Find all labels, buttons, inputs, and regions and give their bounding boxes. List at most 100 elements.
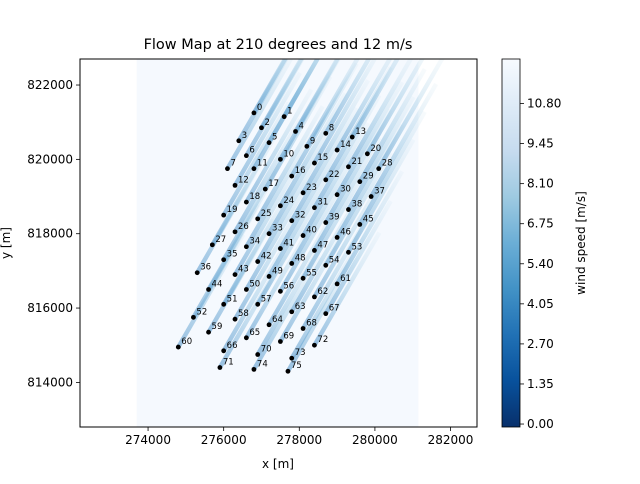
turbine-label: 30	[340, 185, 351, 195]
turbine-marker	[323, 130, 329, 136]
colorbar-tick-label: 5.40	[527, 257, 554, 271]
y-tick-label: 816000	[27, 301, 73, 315]
turbine-wake	[267, 120, 336, 235]
turbine-wake	[233, 71, 302, 187]
turbine-marker	[255, 352, 261, 357]
turbine-marker	[323, 177, 329, 183]
turbine-label: 23	[306, 183, 317, 193]
turbine-label: 39	[329, 213, 340, 223]
turbine-label: 51	[227, 294, 238, 304]
turbine-marker	[194, 270, 200, 276]
turbine-wake	[278, 227, 348, 343]
turbine-label: 8	[329, 123, 334, 133]
turbine-label: 63	[295, 302, 306, 312]
turbine-marker	[221, 301, 227, 307]
turbine-marker	[251, 166, 257, 172]
turbine-label: 4	[299, 121, 304, 131]
turbine-marker	[334, 192, 340, 198]
turbine-marker	[217, 365, 223, 370]
turbine-marker	[300, 275, 306, 281]
turbine-wake	[289, 107, 359, 222]
turbine-marker	[357, 222, 363, 227]
x-axis-label: x [m]	[262, 457, 294, 471]
turbine-marker	[266, 322, 272, 328]
colorbar-ticks: 0.00 1.35 2.70 4.05 5.40 6.75 8.10 9.45 10.80	[520, 97, 561, 431]
turbine-marker	[346, 207, 351, 212]
turbine-wake	[335, 80, 405, 196]
turbine-label: 61	[340, 274, 351, 284]
turbine-wake	[252, 255, 321, 371]
turbine-label: 60	[181, 337, 192, 347]
turbine-label: 6	[249, 146, 254, 156]
turbine-label: 75	[291, 361, 302, 371]
turbine-marker	[206, 287, 211, 292]
turbine-marker	[349, 134, 355, 140]
turbine-label: 36	[200, 263, 211, 273]
turbine-label: 68	[306, 318, 317, 328]
turbine-wake	[323, 108, 393, 224]
turbine-marker	[300, 190, 306, 196]
turbine-marker	[236, 138, 242, 144]
colorbar-tick-label: 10.80	[527, 97, 561, 111]
turbine-marker	[357, 179, 363, 185]
x-tick-label: 280000	[352, 433, 398, 447]
turbine-marker	[334, 147, 340, 153]
turbine-label: 18	[249, 192, 260, 202]
turbine-label: 70	[261, 345, 272, 355]
x-tick-label: 276000	[201, 433, 247, 447]
turbine-label: 32	[295, 211, 306, 221]
turbine-label: 54	[329, 255, 340, 265]
x-tick-label: 274000	[125, 433, 171, 447]
turbine-label: 9	[310, 136, 315, 146]
turbine-wake	[312, 59, 382, 165]
turbine-label: 7	[230, 159, 235, 169]
turbine-marker	[206, 329, 211, 335]
turbine-wake	[357, 110, 427, 226]
turbine-label: 0	[257, 103, 262, 113]
turbine-marker	[277, 288, 283, 294]
turbine-label: 14	[340, 140, 351, 150]
turbine-wake	[255, 147, 325, 263]
turbine-wake	[233, 118, 302, 233]
turbine-label: 28	[382, 159, 393, 169]
turbine-wake	[346, 95, 416, 211]
turbine-label: 66	[227, 341, 238, 351]
turbine-label: 69	[283, 332, 294, 342]
turbine-wakes	[176, 59, 446, 373]
plot-frame	[79, 58, 478, 428]
turbine-marker	[209, 242, 215, 248]
turbine-marker	[289, 309, 295, 315]
turbine-label: 59	[212, 322, 223, 332]
turbine-marker	[225, 166, 230, 172]
turbine-marker	[191, 314, 196, 320]
turbine-marker	[334, 281, 340, 287]
turbine-marker	[243, 287, 249, 292]
turbine-label: 16	[295, 166, 306, 176]
turbine-marker	[232, 229, 238, 235]
y-tick-label: 822000	[27, 78, 73, 92]
turbine-wake	[244, 224, 314, 339]
colorbar-tick-label: 8.10	[527, 177, 554, 191]
turbine-marker	[266, 140, 272, 146]
turbine-marker	[289, 261, 295, 266]
turbine-label: 58	[238, 309, 249, 319]
turbine-marker	[312, 342, 317, 348]
turbine-marker	[243, 153, 249, 159]
turbine-wake	[301, 79, 370, 194]
turbine-label: 25	[261, 209, 272, 219]
turbine-label: 11	[257, 159, 268, 169]
x-tick-label: 282000	[428, 433, 474, 447]
colorbar	[501, 58, 521, 428]
turbine-wake	[255, 105, 325, 220]
turbine-marker	[312, 160, 317, 166]
turbine-wake	[221, 237, 291, 352]
turbine-label: 74	[257, 359, 268, 369]
turbine-marker	[323, 220, 329, 225]
colorbar-label: wind speed [m/s]	[574, 191, 588, 295]
turbine-wake	[301, 121, 370, 237]
turbine-marker	[289, 218, 295, 224]
turbine-label: 52	[196, 307, 207, 317]
turbine-wake	[244, 175, 314, 291]
turbine-label: 27	[215, 235, 226, 245]
turbine-label: 12	[238, 175, 249, 185]
